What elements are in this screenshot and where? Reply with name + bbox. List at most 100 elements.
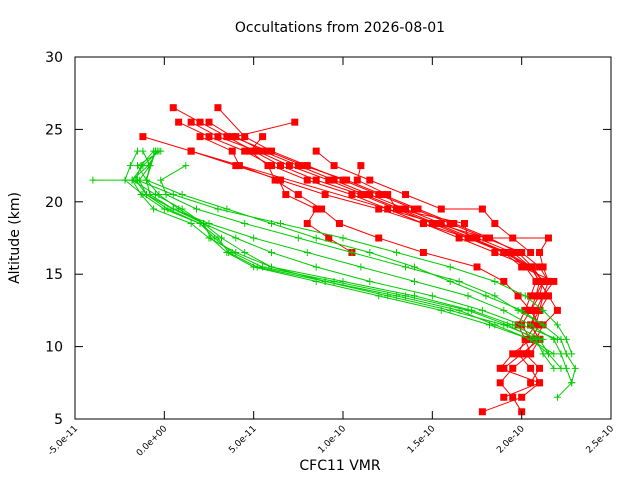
data-point-plus — [410, 292, 418, 300]
series-11 — [312, 147, 535, 256]
data-point-square — [410, 205, 418, 213]
data-point-plus — [155, 191, 163, 199]
data-point-plus — [568, 350, 576, 358]
data-point-square — [366, 191, 374, 199]
data-point-square — [366, 176, 374, 184]
data-point-square — [518, 350, 526, 358]
x-axis-label: CFC11 VMR — [299, 458, 381, 474]
data-point-square — [521, 350, 529, 358]
data-point-square — [514, 321, 522, 329]
data-point-square — [276, 162, 284, 170]
data-point-plus — [268, 220, 276, 228]
data-point-plus — [464, 292, 472, 300]
data-point-square — [468, 234, 476, 242]
series-line — [131, 150, 562, 369]
data-point-square — [514, 248, 522, 256]
data-point-square — [139, 133, 147, 141]
x-tick-label: -5.0e-11 — [46, 424, 80, 458]
data-point-square — [478, 408, 486, 416]
data-point-plus — [169, 191, 177, 199]
data-point-square — [282, 191, 290, 199]
data-point-square — [521, 263, 529, 271]
data-point-square — [303, 176, 311, 184]
data-point-square — [527, 379, 535, 387]
data-point-square — [285, 162, 293, 170]
data-point-plus — [366, 248, 374, 256]
series-line — [145, 150, 544, 326]
data-point-square — [259, 133, 267, 141]
data-point-square — [539, 277, 547, 285]
data-point-square — [527, 350, 535, 358]
x-tick-label: 0.0e+00 — [135, 424, 170, 459]
x-tick-label: 5.0e-11 — [227, 424, 259, 456]
data-point-plus — [178, 191, 186, 199]
data-point-plus — [250, 234, 258, 242]
data-point-plus — [232, 234, 240, 242]
data-point-square — [294, 162, 302, 170]
data-point-square — [428, 220, 436, 228]
series-line — [135, 150, 555, 369]
data-point-square — [353, 176, 361, 184]
data-point-square — [491, 248, 499, 256]
data-point-plus — [268, 248, 276, 256]
data-point-square — [518, 248, 526, 256]
data-point-square — [246, 147, 254, 155]
data-point-square — [169, 104, 177, 112]
data-point-square — [450, 220, 458, 228]
data-point-square — [509, 350, 517, 358]
data-point-square — [375, 191, 383, 199]
data-point-square — [375, 234, 383, 242]
data-point-square — [518, 393, 526, 401]
data-point-square — [514, 350, 522, 358]
data-point-plus — [312, 234, 320, 242]
data-point-plus — [491, 292, 499, 300]
data-point-square — [455, 234, 463, 242]
data-point-square — [205, 118, 213, 126]
data-point-square — [303, 220, 311, 228]
data-point-square — [268, 147, 276, 155]
data-point-plus — [539, 335, 547, 343]
series-line — [138, 150, 558, 340]
data-point-plus — [410, 263, 418, 271]
y-tick-label: 10 — [45, 340, 63, 356]
data-point-square — [539, 292, 547, 300]
data-point-square — [348, 191, 356, 199]
data-point-plus — [550, 364, 558, 372]
data-point-plus — [348, 248, 356, 256]
data-point-square — [500, 393, 508, 401]
data-point-square — [532, 292, 540, 300]
data-point-plus — [539, 306, 547, 314]
data-point-plus — [527, 321, 535, 329]
data-point-square — [536, 321, 544, 329]
data-point-square — [214, 104, 222, 112]
data-point-square — [175, 118, 183, 126]
data-point-square — [325, 234, 333, 242]
data-point-plus — [410, 277, 418, 285]
data-point-square — [241, 133, 249, 141]
data-point-square — [228, 133, 236, 141]
data-point-square — [419, 220, 427, 228]
data-point-plus — [276, 220, 284, 228]
data-point-square — [532, 277, 540, 285]
data-point-square — [536, 277, 544, 285]
y-tick-label: 25 — [45, 122, 63, 138]
data-point-plus — [568, 379, 576, 387]
data-point-square — [527, 263, 535, 271]
series-line — [315, 150, 531, 253]
data-point-plus — [146, 162, 154, 170]
data-point-plus — [182, 162, 190, 170]
data-point-square — [521, 306, 529, 314]
data-point-square — [509, 393, 517, 401]
data-point-plus — [357, 263, 365, 271]
data-point-square — [503, 248, 511, 256]
data-point-square — [544, 234, 552, 242]
data-point-square — [509, 248, 517, 256]
data-point-plus — [428, 292, 436, 300]
series-line — [208, 121, 544, 340]
data-point-square — [250, 147, 258, 155]
series-4 — [139, 133, 561, 387]
data-point-square — [437, 205, 445, 213]
data-point-plus — [192, 205, 200, 213]
data-point-plus — [544, 350, 552, 358]
data-point-square — [514, 292, 522, 300]
